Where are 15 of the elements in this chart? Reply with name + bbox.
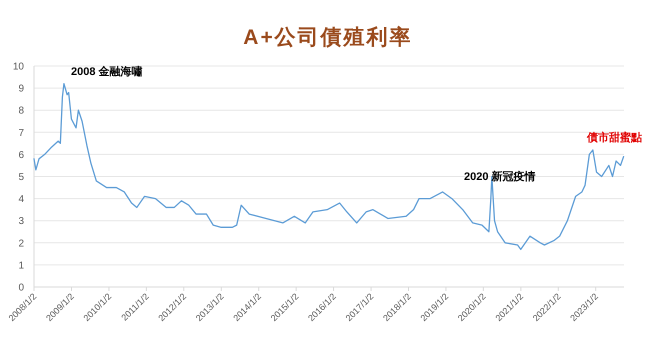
annotation: 債市甜蜜點 — [586, 131, 642, 144]
y-tick-label: 9 — [18, 84, 24, 95]
y-tick-label: 4 — [18, 194, 24, 206]
y-tick-label: 7 — [18, 128, 24, 139]
y-tick-label: 2 — [18, 238, 24, 250]
annotation: 2020 新冠疫情 — [464, 170, 536, 183]
y-tick-label: 0 — [18, 282, 24, 294]
y-tick-label: 5 — [18, 172, 24, 183]
annotation: 2008 金融海嘯 — [71, 65, 143, 78]
y-tick-label: 1 — [18, 260, 24, 272]
y-tick-label: 6 — [18, 150, 24, 161]
chart-title: A+公司債殖利率 — [243, 25, 413, 49]
y-tick-label: 10 — [12, 62, 24, 72]
y-tick-label: 8 — [18, 106, 24, 117]
y-tick-label: 3 — [18, 216, 24, 228]
